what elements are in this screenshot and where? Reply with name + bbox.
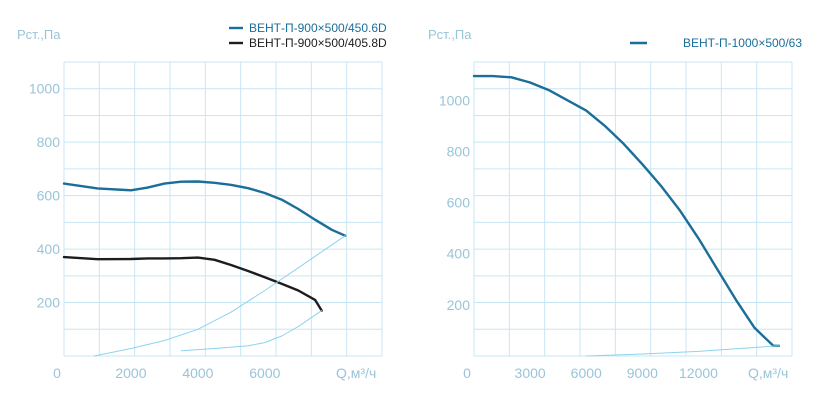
x-tick-label: 9000 [627, 365, 658, 381]
system-curve-line [585, 345, 780, 357]
y-axis-label: Pст.,Па [428, 27, 472, 42]
y-tick-label: 1000 [29, 81, 60, 97]
legend-label: ВЕНТ-П-1000×500/63 [683, 36, 802, 50]
y-tick-label: 200 [37, 295, 61, 311]
x-axis-label: Q,м³/ч [336, 365, 376, 381]
x-tick-label: 2000 [115, 365, 146, 381]
legend-label: ВЕНТ-П-900×500/450.6D [249, 21, 387, 35]
x-tick-label: 3000 [515, 365, 546, 381]
y-tick-label: 200 [447, 297, 471, 313]
system-curve-line [93, 235, 346, 357]
x-tick-label: 0 [463, 365, 471, 381]
x-tick-label: 6000 [249, 365, 280, 381]
legend-label: ВЕНТ-П-900×500/405.8D [249, 36, 387, 50]
x-tick-label: 4000 [182, 365, 213, 381]
chart-2 [472, 41, 793, 357]
y-tick-label: 1000 [439, 92, 470, 108]
y-tick-label: 400 [447, 246, 471, 262]
x-axis-label: Q,м³/ч [748, 365, 788, 381]
series-line [62, 180, 347, 237]
x-tick-label: 6000 [571, 365, 602, 381]
chart-1 [62, 26, 383, 357]
y-tick-label: 600 [37, 188, 61, 204]
x-tick-label: 0 [53, 365, 61, 381]
x-tick-label: 12000 [679, 365, 718, 381]
y-tick-label: 600 [447, 195, 471, 211]
y-tick-label: 400 [37, 241, 61, 257]
y-tick-label: 800 [37, 134, 61, 150]
y-axis-label: Pст.,Па [17, 27, 61, 42]
y-tick-label: 800 [447, 143, 471, 159]
series-line [472, 74, 781, 347]
system-curve-line [180, 310, 323, 352]
series-line [62, 255, 323, 312]
